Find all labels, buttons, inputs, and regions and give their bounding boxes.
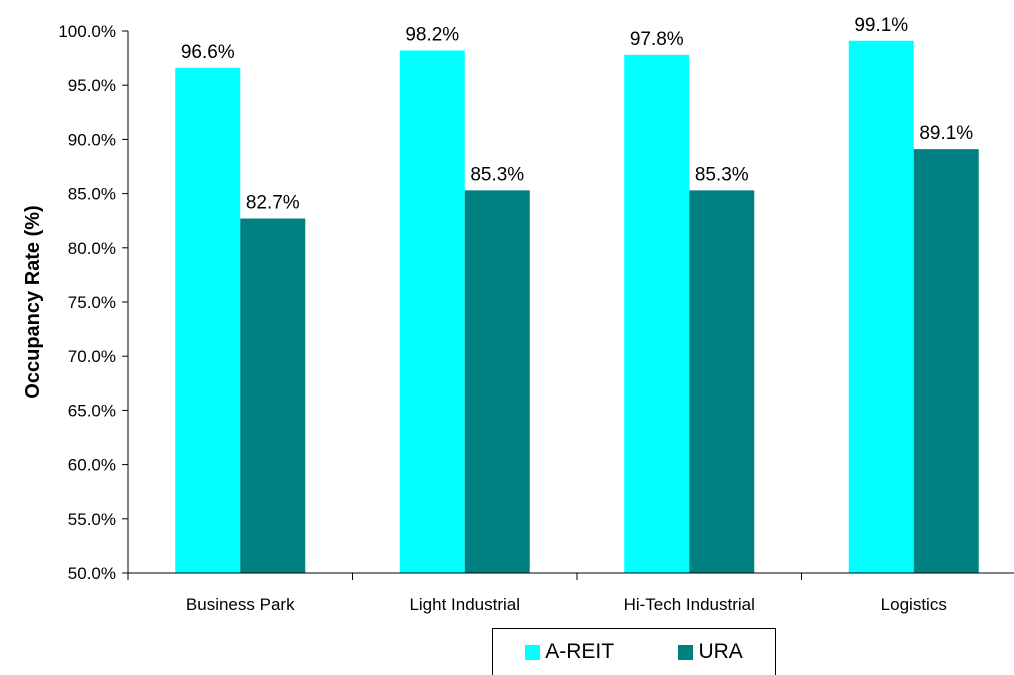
- x-category-label: Business Park: [186, 595, 295, 614]
- y-tick-label: 100.0%: [58, 22, 116, 41]
- bar-ura: [464, 190, 530, 573]
- x-category-label: Light Industrial: [409, 595, 520, 614]
- y-tick-label: 70.0%: [68, 347, 116, 366]
- x-category-label: Logistics: [881, 595, 947, 614]
- y-axis-title: Occupancy Rate (%): [22, 205, 44, 398]
- y-axis-ticks: 50.0% 55.0% 60.0% 65.0% 70.0% 75.0% 80.0% 85.0%…: [58, 22, 128, 583]
- y-tick-label: 90.0%: [68, 130, 116, 149]
- bar-data-label: 97.8%: [630, 29, 684, 50]
- legend-swatch-ura: [678, 644, 694, 660]
- y-tick-label: 60.0%: [68, 456, 116, 475]
- legend-label-ura: URA: [698, 640, 743, 663]
- x-axis-ticks: Business Park Light Industrial Hi-Tech Ind…: [127, 573, 947, 614]
- bar-a-reit: [175, 67, 241, 573]
- y-tick-label: 65.0%: [68, 401, 116, 420]
- bar-ura: [240, 218, 306, 574]
- bar-data-label: 98.2%: [405, 25, 459, 46]
- y-tick-label: 80.0%: [68, 239, 116, 258]
- y-tick-label: 95.0%: [68, 76, 116, 95]
- bar-data-label: 85.3%: [695, 164, 749, 185]
- bar-ura: [913, 149, 979, 573]
- bar-ura: [689, 190, 755, 573]
- bar-data-label: 96.6%: [181, 42, 235, 63]
- bar-data-label: 99.1%: [854, 15, 908, 36]
- legend-label-areit: A-REIT: [545, 640, 615, 663]
- y-tick-label: 85.0%: [68, 185, 116, 204]
- bars: [175, 40, 979, 574]
- x-category-label: Hi-Tech Industrial: [624, 595, 755, 614]
- bar-a-reit: [624, 54, 690, 573]
- legend: A-REIT URA: [492, 628, 776, 675]
- y-tick-label: 55.0%: [68, 510, 116, 529]
- y-tick-label: 75.0%: [68, 293, 116, 312]
- legend-swatch-areit: [525, 644, 541, 660]
- legend-item-ura: URA: [678, 640, 743, 664]
- bar-a-reit: [848, 40, 914, 574]
- bar-data-label: 89.1%: [919, 123, 973, 144]
- bar-data-labels: 96.6% 82.7% 98.2% 85.3% 97.8% 85.3% 99.1% 89.1%: [181, 15, 973, 214]
- bar-data-label: 82.7%: [246, 193, 300, 214]
- y-tick-label: 50.0%: [68, 564, 116, 583]
- bar-a-reit: [399, 50, 465, 573]
- bar-data-label: 85.3%: [470, 164, 524, 185]
- legend-item-areit: A-REIT: [525, 640, 614, 664]
